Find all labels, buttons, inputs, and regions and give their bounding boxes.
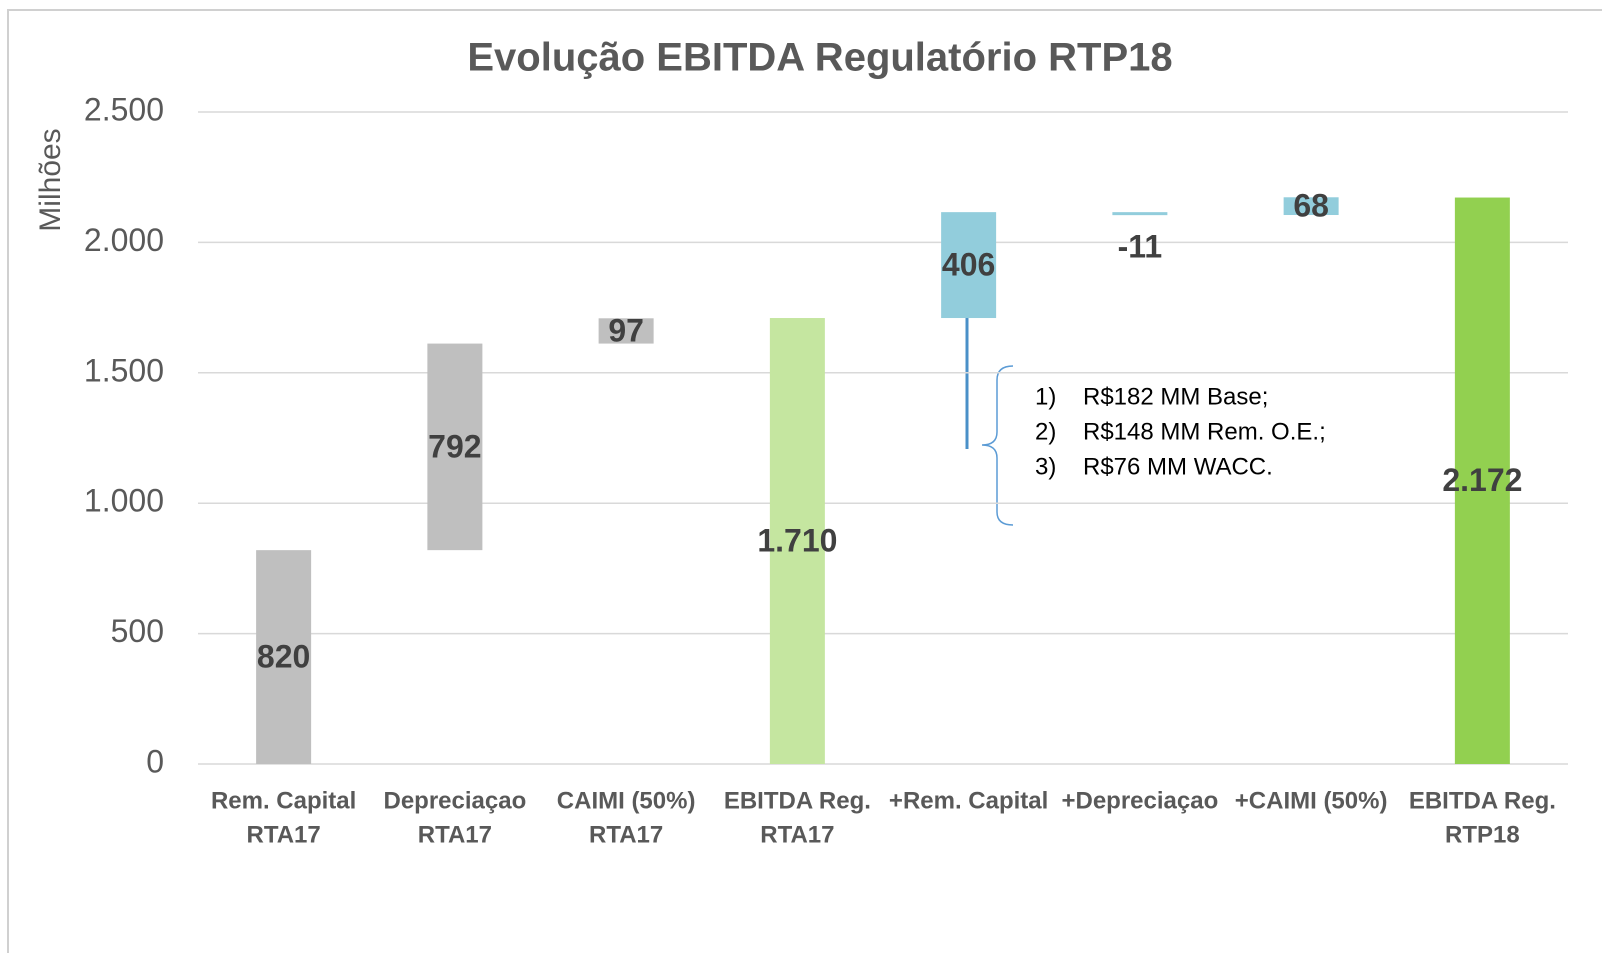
annotation-text: R$76 MM WACC. <box>1083 453 1273 480</box>
x-tick-label: RTP18 <box>1445 821 1520 848</box>
annotation-brace <box>981 365 1014 526</box>
bar <box>598 318 654 344</box>
y-tick-label: 2.500 <box>84 91 164 127</box>
data-label: 792 <box>428 428 481 464</box>
chart-border <box>7 9 1602 953</box>
data-label: -11 <box>1118 228 1162 264</box>
x-tick-label: +Depreciaçao <box>1061 787 1218 814</box>
annotation-number: 3) <box>1035 453 1056 480</box>
annotation-text: R$148 MM Rem. O.E.; <box>1083 418 1326 445</box>
bar <box>1112 212 1168 216</box>
bar <box>1454 197 1510 764</box>
y-tick-label: 0 <box>146 743 164 779</box>
y-tick-label: 1.000 <box>84 483 164 519</box>
y-axis-label: Milhões <box>34 128 67 231</box>
x-tick-label: RTA17 <box>589 821 663 848</box>
annotation-text: R$182 MM Base; <box>1083 383 1268 410</box>
bar <box>941 212 997 319</box>
data-label: 820 <box>257 639 310 675</box>
data-label: 68 <box>1293 188 1329 224</box>
y-tick-label: 2.000 <box>84 222 164 258</box>
x-tick-label: RTA17 <box>247 821 321 848</box>
chart-title: Evolução EBITDA Regulatório RTP18 <box>467 36 1172 80</box>
x-tick-label: +CAIMI (50%) <box>1235 787 1388 814</box>
x-tick-label: EBITDA Reg. <box>724 787 871 814</box>
bar <box>427 343 483 551</box>
data-label: 406 <box>942 247 995 283</box>
x-tick-label: Rem. Capital <box>211 787 356 814</box>
annotation-number: 2) <box>1035 418 1056 445</box>
y-tick-label: 500 <box>111 613 164 649</box>
x-tick-label: EBITDA Reg. <box>1409 787 1556 814</box>
data-label: 97 <box>608 312 644 348</box>
x-tick-label: RTA17 <box>760 821 834 848</box>
annotation-number: 1) <box>1035 383 1056 410</box>
bar <box>769 318 825 764</box>
x-tick-label: RTA17 <box>418 821 492 848</box>
bar <box>256 550 312 764</box>
y-tick-label: 1.500 <box>84 352 164 388</box>
x-tick-label: Depreciaçao <box>384 787 527 814</box>
data-label: 2.172 <box>1442 462 1522 498</box>
data-label: 1.710 <box>757 522 837 558</box>
x-tick-label: +Rem. Capital <box>889 787 1048 814</box>
bar <box>1283 197 1339 216</box>
x-tick-label: CAIMI (50%) <box>557 787 696 814</box>
